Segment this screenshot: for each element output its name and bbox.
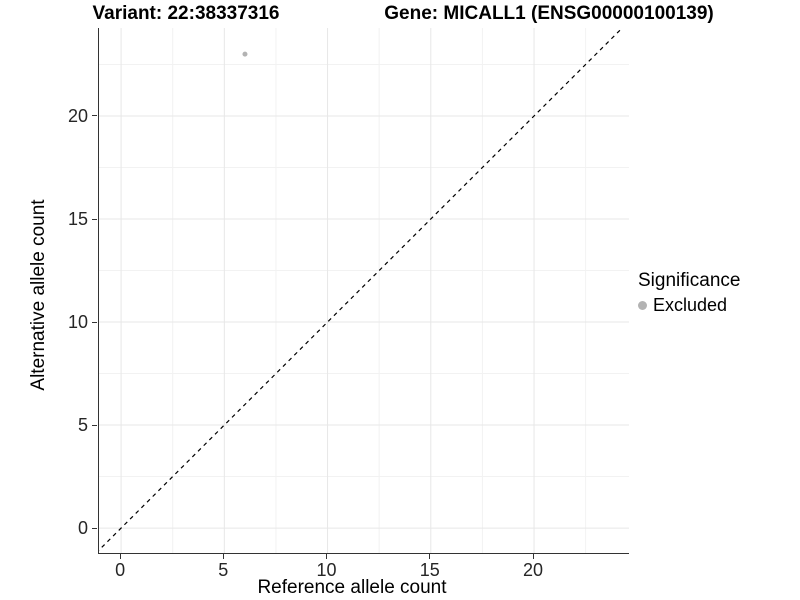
x-axis-tick-20 [532, 554, 534, 559]
plot-title-variant: Variant: 22:38337316 [92, 3, 280, 24]
y-axis-tick-5 [92, 424, 97, 426]
x-axis-tick-label-5: 5 [218, 560, 229, 580]
plot-panel [98, 28, 629, 554]
x-axis-title: Reference allele count [257, 577, 447, 598]
y-axis-tick-label-0: 0 [77, 518, 88, 539]
x-axis-tick-10 [326, 554, 328, 559]
legend-item-label: Excluded [653, 295, 728, 315]
x-axis-tick-15 [429, 554, 431, 559]
x-axis-tick-5 [222, 554, 224, 559]
identity-dashed-line [99, 28, 624, 551]
x-axis-tick-label-10: 10 [316, 560, 337, 580]
y-axis-tick-15 [92, 218, 97, 220]
y-axis-tick-label-15: 15 [67, 209, 88, 229]
y-axis-tick-10 [92, 321, 97, 323]
y-axis-tick-label-20: 20 [67, 105, 88, 126]
y-axis-tick-0 [92, 527, 97, 529]
plot-title-gene: Gene: MICALL1 (ENSG00000100139) [384, 3, 714, 24]
y-axis-tick-label-5: 5 [77, 415, 88, 436]
x-axis-tick-label-15: 15 [419, 560, 440, 580]
x-axis-tick-0 [119, 554, 121, 559]
data-point-excluded [242, 51, 248, 57]
scatter-plot-canvas [99, 28, 629, 553]
legend-title: Significance [638, 270, 741, 291]
x-axis-tick-label-20: 20 [523, 560, 544, 580]
legend-point-swatch [638, 301, 647, 310]
legend-item-excluded: Excluded [638, 295, 740, 316]
x-axis-tick-label-0: 0 [115, 560, 126, 580]
y-axis-title: Alternative allele count [28, 199, 49, 391]
y-axis-tick-label-10: 10 [67, 312, 88, 333]
legend: Significance Excluded [638, 270, 740, 316]
y-axis-tick-20 [92, 115, 97, 117]
